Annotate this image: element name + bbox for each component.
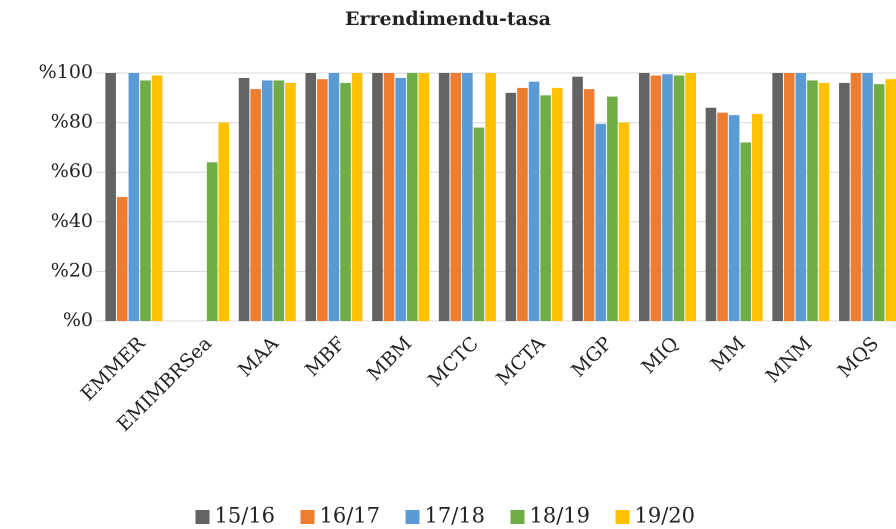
x-tick-label: MNM: [762, 333, 817, 388]
bar: [438, 73, 450, 321]
bar: [140, 80, 151, 321]
bar: [372, 73, 383, 321]
bar: [618, 122, 630, 321]
legend-swatch: [300, 510, 315, 524]
bar: [818, 82, 830, 321]
bar: [595, 123, 607, 321]
bar: [261, 80, 273, 321]
bar: [839, 82, 850, 321]
x-tick-label: MIQ: [637, 333, 683, 379]
legend-swatch: [195, 510, 210, 524]
y-tick-label: %100: [39, 61, 93, 83]
bar: [450, 73, 462, 321]
bar: [218, 122, 230, 321]
bar: [772, 73, 783, 321]
bar: [528, 81, 540, 322]
x-tick-label: MAA: [234, 332, 283, 381]
bar: [151, 75, 163, 321]
bar: [116, 197, 128, 321]
bar: [206, 162, 218, 321]
bar: [650, 75, 662, 321]
y-tick-label: %60: [51, 160, 93, 182]
legend-label: 15/16: [215, 504, 276, 528]
bar: [462, 73, 473, 321]
y-tick-label: %20: [51, 259, 93, 281]
x-tick-label: MBF: [301, 333, 350, 382]
bar: [551, 87, 563, 321]
y-tick-label: %80: [51, 111, 93, 133]
bar: [351, 73, 363, 321]
x-tick-label: MBM: [363, 333, 416, 386]
bar: [383, 73, 395, 321]
bar: [638, 73, 650, 321]
legend-label: 19/20: [635, 504, 696, 528]
bar: [406, 73, 418, 321]
bar: [273, 80, 285, 321]
bar: [673, 75, 685, 321]
x-tick-label: MM: [707, 333, 750, 376]
bar: [238, 77, 250, 322]
bar: [783, 73, 795, 321]
bar: [340, 82, 351, 321]
x-tick-label: MCTA: [492, 332, 550, 390]
bar: [485, 73, 496, 321]
bar: [728, 115, 740, 321]
legend-label: 17/18: [425, 504, 486, 528]
bar: [607, 96, 618, 321]
bar: [662, 74, 673, 322]
legend-swatch: [405, 510, 420, 524]
legend-label: 18/19: [530, 504, 591, 528]
bar: [850, 73, 862, 321]
bar: [885, 79, 896, 321]
y-tick-label: %40: [51, 210, 93, 232]
bar: [572, 76, 583, 321]
bar: [795, 73, 807, 321]
bar: [395, 77, 406, 322]
bar: [862, 73, 873, 321]
bar: [105, 73, 116, 321]
bar: [328, 73, 340, 321]
bar: [685, 73, 696, 321]
bar: [517, 87, 528, 321]
y-tick-label: %0: [63, 309, 93, 331]
bar: [317, 79, 328, 321]
bar: [250, 89, 261, 322]
chart-title: Errendimendu-tasa: [345, 8, 551, 30]
bar: [128, 73, 140, 321]
bar: [752, 113, 763, 321]
bar: [717, 112, 728, 322]
bar: [418, 73, 430, 321]
legend-label: 16/17: [320, 504, 381, 528]
bar: [705, 107, 717, 321]
bar: [740, 142, 752, 321]
bar: [807, 80, 818, 321]
bar: [305, 73, 317, 321]
x-tick-label: MCTC: [424, 333, 483, 392]
bar: [540, 95, 551, 321]
bar: [873, 84, 885, 321]
bar: [505, 92, 517, 321]
bar: [473, 127, 485, 321]
legend-swatch: [510, 510, 525, 524]
bar: [285, 82, 296, 321]
legend-swatch: [615, 510, 630, 524]
x-tick-label: MGP: [567, 332, 616, 381]
bar: [583, 89, 595, 322]
x-tick-label: MQS: [834, 333, 884, 383]
